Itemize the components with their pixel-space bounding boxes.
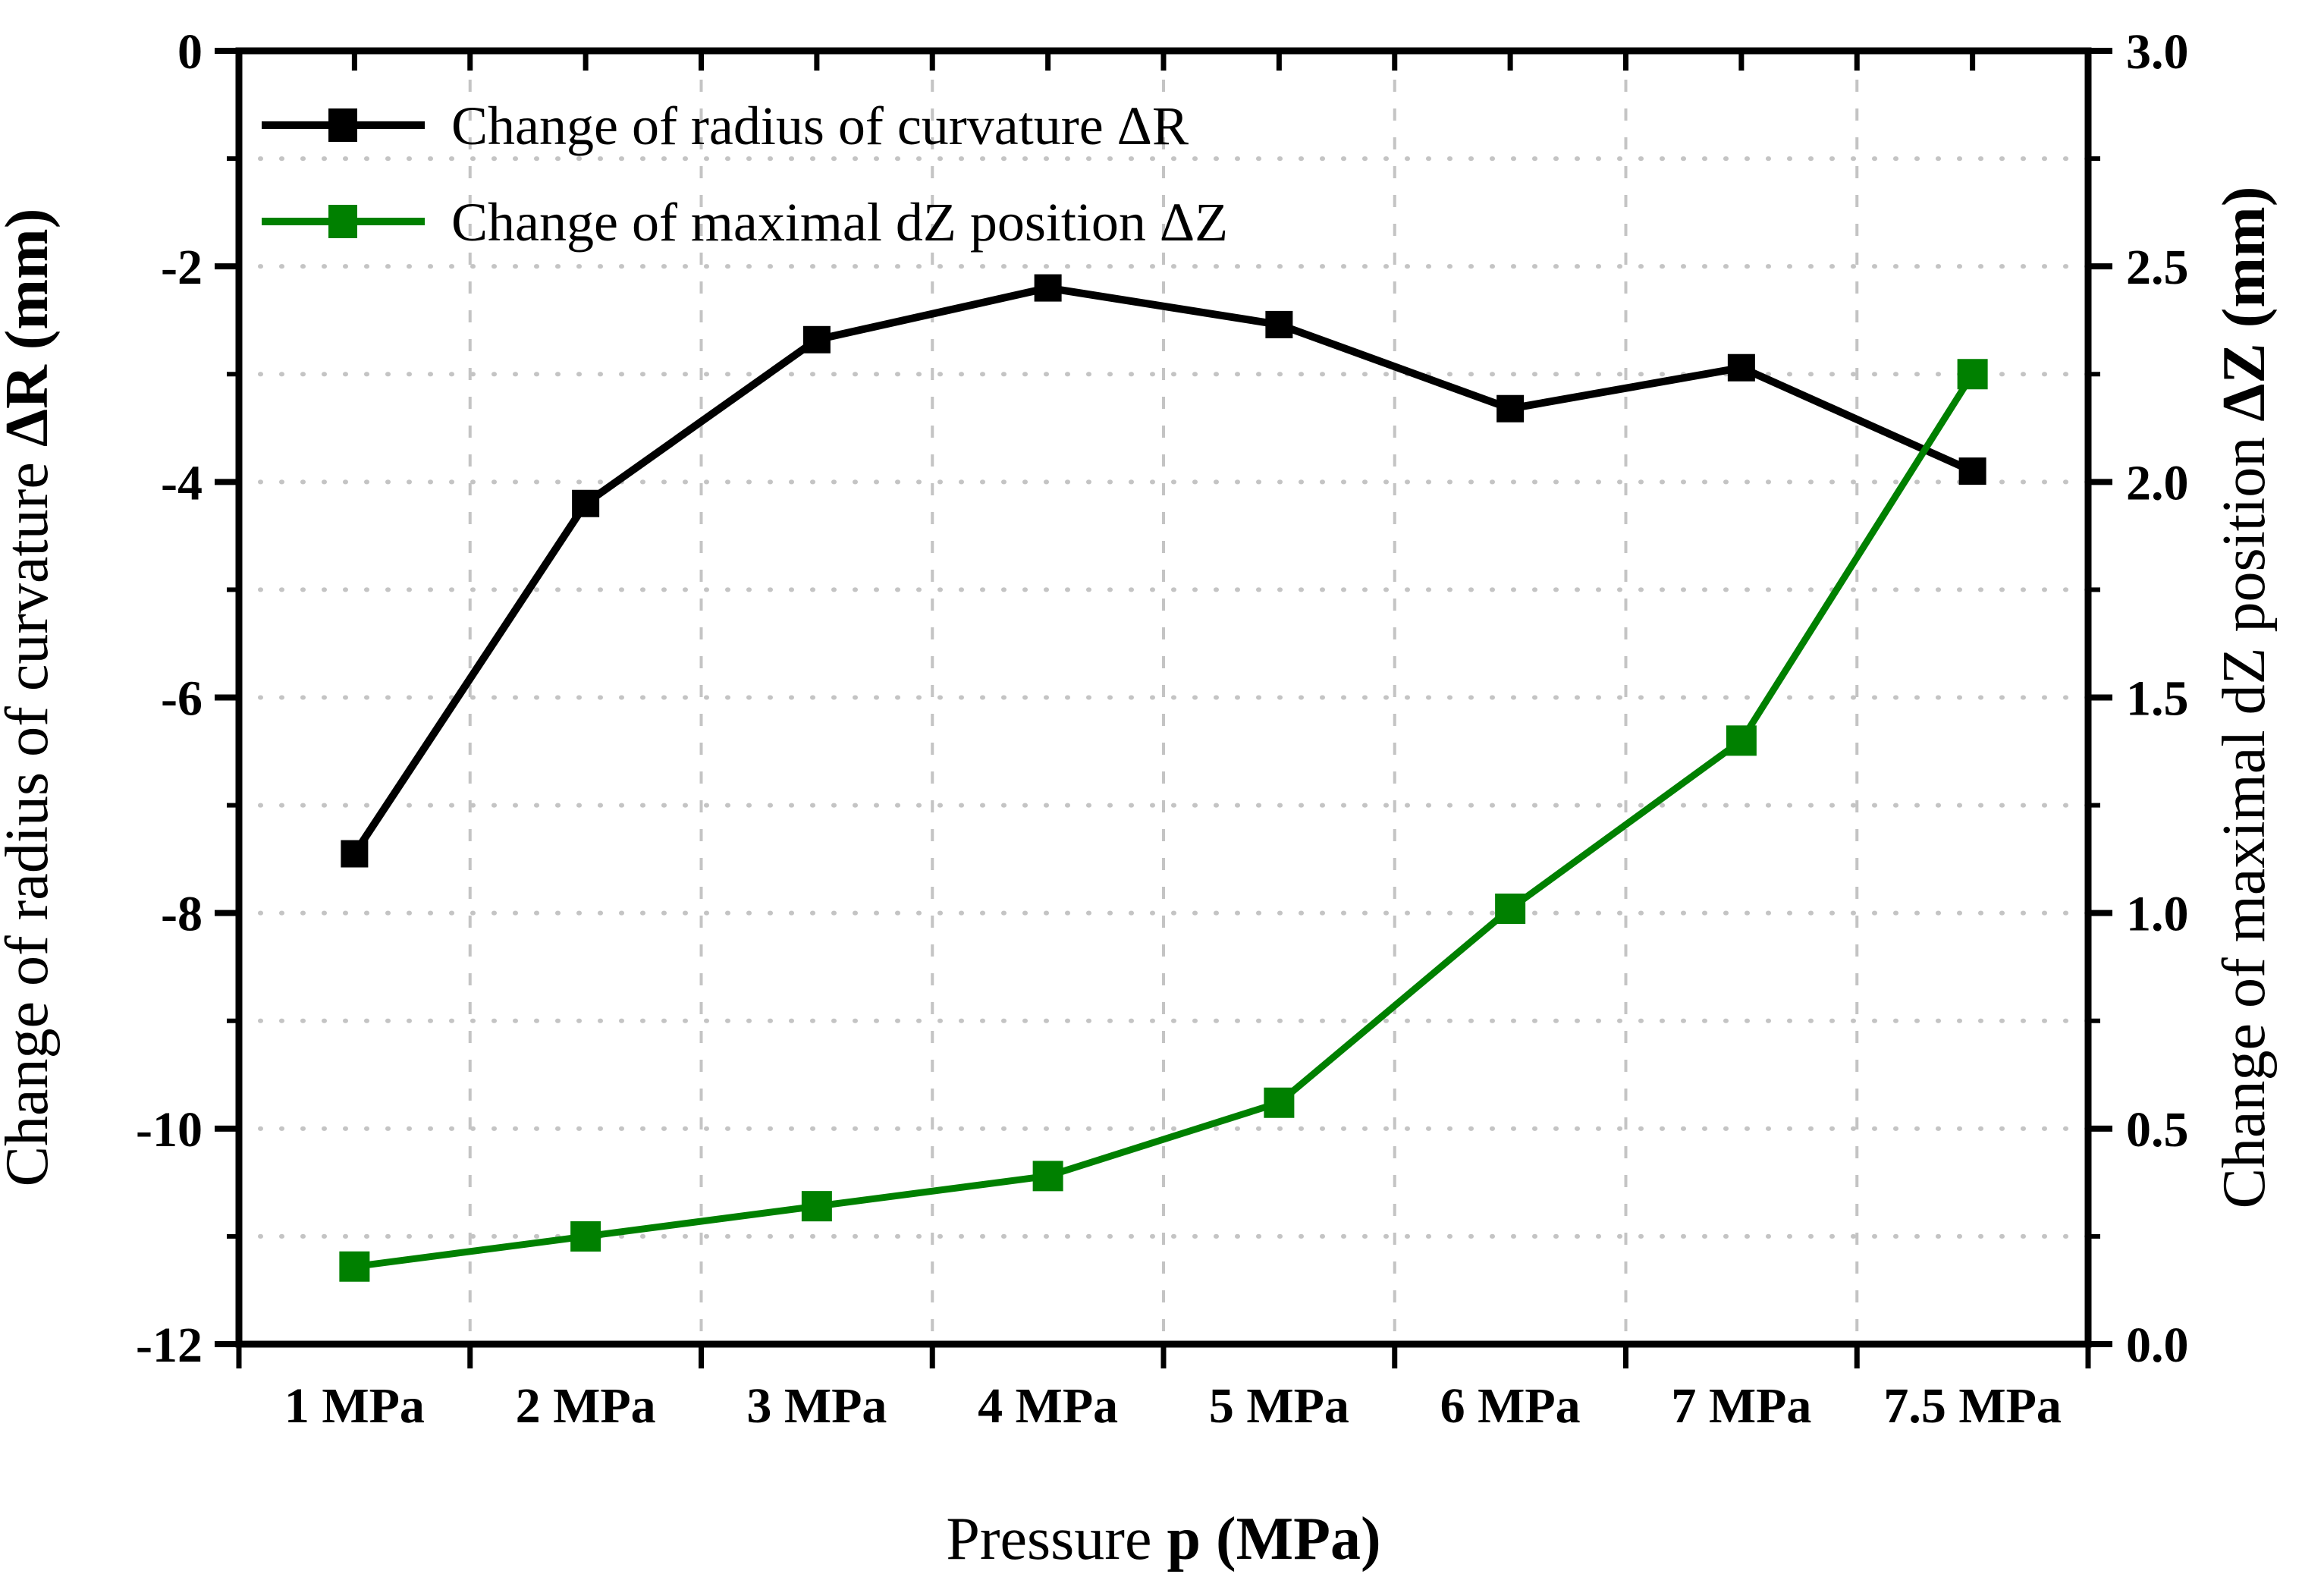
x-axis-tick-label: 4 MPa: [978, 1378, 1118, 1434]
data-point-marker-delta-r: [1496, 394, 1525, 423]
right-axis-tick-label: 2.0: [2126, 455, 2189, 511]
right-axis-tick-label: 0.5: [2126, 1102, 2189, 1158]
data-point-marker-delta-r: [572, 489, 600, 517]
data-point-marker-delta-z: [801, 1191, 832, 1222]
left-axis-tick-label: -6: [161, 671, 203, 727]
data-point-marker-delta-r: [1265, 310, 1293, 338]
right-axis-tick-label: 0.0: [2126, 1318, 2189, 1373]
right-axis-title: Change of maximal dZ position ΔZ (mm): [2211, 187, 2278, 1209]
legend-label: Change of radius of curvature ΔR: [451, 96, 1189, 156]
x-axis-tick-label: 2 MPa: [516, 1378, 656, 1434]
right-axis-tick-label: 2.5: [2126, 240, 2189, 295]
data-point-marker-delta-r: [341, 840, 369, 868]
data-point-marker-delta-r: [1958, 457, 1986, 485]
data-point-marker-delta-z: [1957, 359, 1988, 390]
data-point-marker-delta-z: [339, 1251, 370, 1282]
x-axis-tick-label: 6 MPa: [1440, 1378, 1581, 1434]
left-axis-tick-label: 0: [177, 24, 203, 80]
left-axis-tick-label: -8: [161, 887, 203, 942]
series-line-delta-r: [351, 284, 1974, 856]
data-point-marker-delta-z: [570, 1221, 601, 1252]
data-point-marker-delta-z: [1726, 725, 1757, 756]
legend-label: Change of maximal dZ position ΔZ: [451, 192, 1228, 253]
right-axis-tick-label: 3.0: [2126, 24, 2189, 80]
left-axis-tick-label: -10: [136, 1102, 203, 1158]
legend-marker: [328, 205, 357, 238]
data-point-marker-delta-z: [1032, 1161, 1063, 1192]
x-axis-tick-label: 7.5 MPa: [1883, 1378, 2062, 1434]
x-axis-tick-label: 1 MPa: [284, 1378, 425, 1434]
left-axis-tick-label: -2: [161, 240, 203, 295]
legend-marker: [328, 108, 357, 142]
x-axis-tick-label: 3 MPa: [746, 1378, 887, 1434]
data-point-marker-delta-r: [802, 325, 831, 353]
left-axis-title: Change of radius of curvature ΔR (mm): [0, 209, 61, 1187]
x-axis-title: Pressure p (MPa): [946, 1506, 1380, 1572]
data-point-marker-delta-r: [1034, 274, 1062, 302]
data-point-marker-delta-z: [1264, 1087, 1295, 1118]
left-axis-tick-label: -4: [161, 455, 203, 511]
left-axis-tick-label: -12: [136, 1318, 203, 1373]
data-point-marker-delta-r: [1727, 353, 1755, 382]
series-line-delta-z: [353, 372, 1976, 1271]
x-axis-tick-label: 7 MPa: [1671, 1378, 1811, 1434]
data-point-marker-delta-z: [1495, 893, 1526, 924]
right-axis-tick-label: 1.5: [2126, 671, 2189, 727]
right-axis-tick-label: 1.0: [2126, 887, 2189, 942]
x-axis-tick-label: 5 MPa: [1209, 1378, 1349, 1434]
